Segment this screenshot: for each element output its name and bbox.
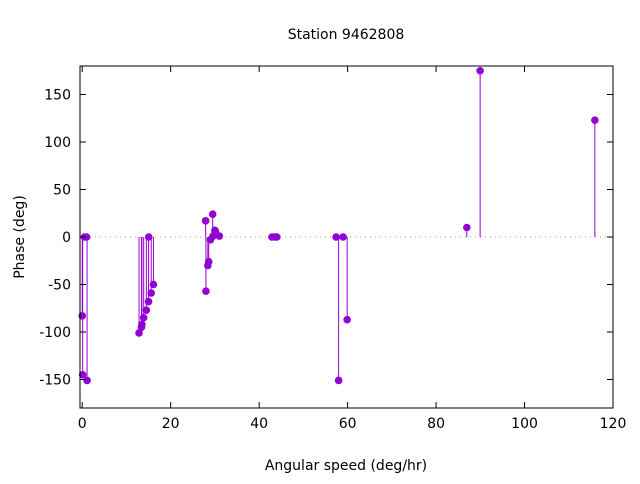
data-point bbox=[204, 257, 213, 266]
data-point bbox=[144, 297, 153, 306]
data-point bbox=[332, 233, 340, 241]
y-axis-label: Phase (deg) bbox=[12, 195, 28, 279]
data-point bbox=[201, 217, 210, 225]
data-point bbox=[149, 280, 158, 289]
data-point bbox=[78, 370, 87, 379]
x-axis-label: Angular speed (deg/hr) bbox=[265, 458, 427, 474]
y-tick-label: -50 bbox=[48, 278, 71, 294]
y-tick-label: 50 bbox=[53, 183, 71, 199]
data-point bbox=[208, 210, 217, 218]
data-marks bbox=[78, 66, 599, 385]
data-point bbox=[273, 233, 281, 241]
x-axis: 0 20 40 60 80 100 120 bbox=[78, 66, 627, 432]
data-point bbox=[83, 376, 91, 385]
y-axis: -150 -100 -50 0 50 100 150 bbox=[39, 88, 613, 389]
data-point bbox=[202, 287, 210, 295]
data-point bbox=[144, 233, 153, 241]
chart-title: Station 9462808 bbox=[288, 27, 405, 43]
data-point bbox=[591, 116, 599, 124]
data-point bbox=[215, 232, 224, 240]
data-point bbox=[334, 376, 343, 385]
data-point bbox=[139, 313, 148, 322]
y-tick-label: -150 bbox=[39, 373, 71, 389]
data-point bbox=[463, 223, 471, 232]
data-point bbox=[476, 66, 484, 75]
x-tick-label: 60 bbox=[339, 416, 357, 432]
data-point bbox=[142, 306, 151, 314]
x-tick-label: 0 bbox=[78, 416, 87, 432]
y-tick-label: 100 bbox=[44, 135, 71, 151]
data-point bbox=[147, 289, 156, 297]
y-tick-label: 150 bbox=[44, 88, 71, 104]
x-tick-label: 20 bbox=[162, 416, 180, 432]
data-point bbox=[343, 315, 351, 324]
x-tick-label: 120 bbox=[600, 416, 627, 432]
data-point bbox=[339, 233, 347, 241]
x-tick-label: 40 bbox=[250, 416, 268, 432]
data-point bbox=[138, 320, 146, 329]
y-tick-label: -100 bbox=[39, 325, 71, 341]
x-tick-label: 100 bbox=[511, 416, 538, 432]
data-point bbox=[135, 329, 143, 337]
y-tick-label: 0 bbox=[62, 230, 71, 246]
x-tick-label: 80 bbox=[427, 416, 445, 432]
